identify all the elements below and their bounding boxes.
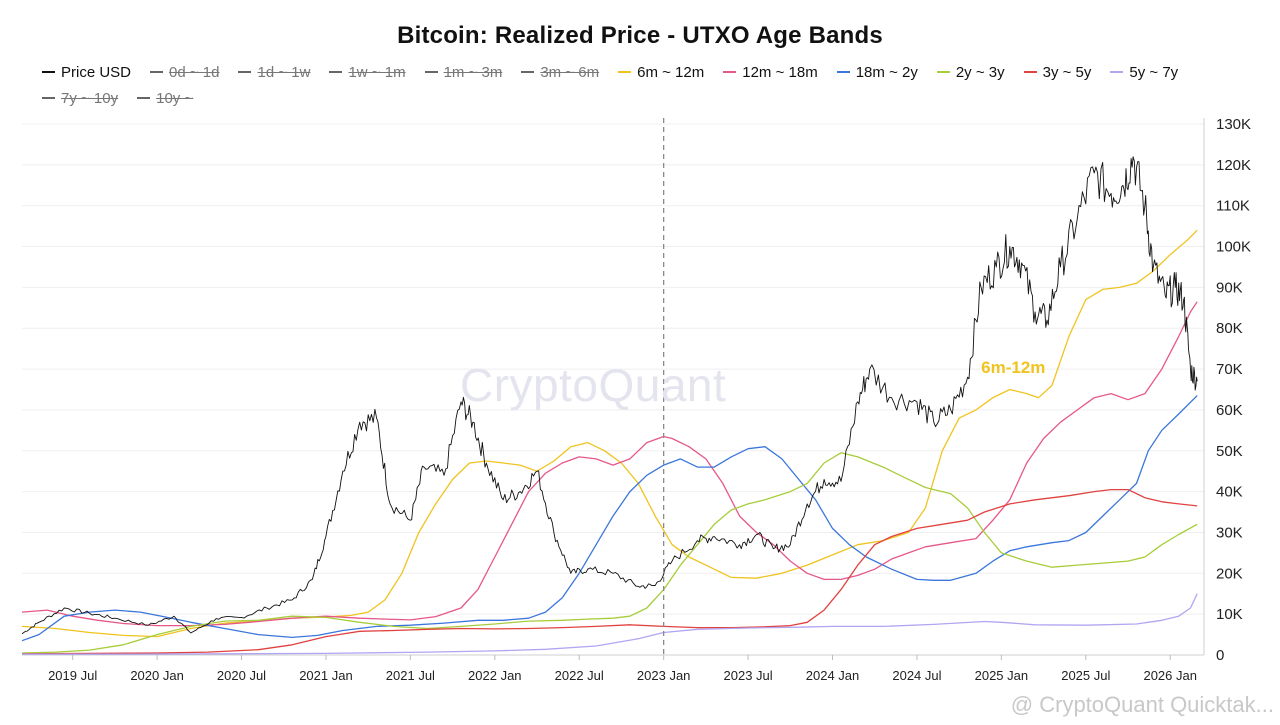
legend-swatch: [723, 71, 737, 73]
credit-text: @ CryptoQuant Quicktak...: [1010, 692, 1274, 717]
legend-item[interactable]: 7y ~ 10y: [42, 88, 118, 108]
legend-label: 7y ~ 10y: [61, 89, 119, 107]
annotation-label: 6m-12m: [981, 358, 1045, 377]
legend-item[interactable]: 1d ~ 1w: [238, 62, 310, 82]
legend-swatch: [521, 71, 535, 73]
x-tick-label: 2022 Jan: [468, 668, 522, 683]
series-lines: [21, 156, 1198, 655]
y-tick-label: 110K: [1216, 198, 1250, 215]
y-tick-label: 60K: [1216, 402, 1243, 419]
y-tick-label: 50K: [1216, 443, 1243, 460]
legend-swatch: [836, 71, 850, 73]
y-tick-label: 80K: [1216, 320, 1243, 337]
annotations: 6m-12m: [663, 118, 1045, 655]
legend-item[interactable]: 10y ~: [137, 88, 193, 108]
legend-item[interactable]: 1w ~ 1m: [329, 62, 406, 82]
legend-item[interactable]: 5y ~ 7y: [1110, 62, 1178, 82]
legend-label: 10y ~: [156, 89, 194, 107]
y-tick-label: 20K: [1216, 565, 1243, 582]
legend-label: 5y ~ 7y: [1129, 63, 1179, 81]
x-tick-label: 2022 Jul: [555, 668, 604, 683]
legend-label: 3m ~ 6m: [540, 63, 600, 81]
legend-item[interactable]: 6m ~ 12m: [618, 62, 704, 82]
y-tick-label: 120K: [1216, 157, 1251, 174]
legend-swatch: [1023, 71, 1037, 73]
y-tick-label: 130K: [1216, 116, 1251, 133]
series-line: [21, 452, 1198, 654]
legend-label: 12m ~ 18m: [742, 63, 818, 81]
series-line: [21, 395, 1198, 642]
legend-item[interactable]: 3m ~ 6m: [521, 62, 599, 82]
series-line: [21, 488, 1198, 655]
x-tick-label: 2024 Jul: [892, 668, 941, 683]
legend-swatch: [424, 71, 438, 73]
y-tick-label: 100K: [1216, 239, 1251, 256]
x-tick-label: 2024 Jan: [806, 668, 860, 683]
chart-title: Bitcoin: Realized Price - UTXO Age Bands: [397, 22, 883, 49]
legend-swatch: [150, 71, 164, 73]
legend-label: 6m ~ 12m: [637, 63, 705, 81]
series-line: [22, 593, 1198, 655]
chart-legend: Price USD 0d ~ 1d 1d ~ 1w 1w ~ 1m 1m ~ 3m 3m …: [42, 62, 1262, 108]
legend-label: 3y ~ 5y: [1042, 63, 1092, 81]
legend-swatch: [618, 71, 632, 73]
x-tick-label: 2023 Jul: [724, 668, 773, 683]
legend-swatch: [137, 97, 151, 99]
x-tick-label: 2020 Jul: [217, 668, 266, 683]
legend-item[interactable]: 3y ~ 5y: [1023, 62, 1092, 82]
series-line: [21, 229, 1198, 638]
legend-label: 18m ~ 2y: [855, 63, 918, 81]
legend-label: 1m ~ 3m: [443, 63, 503, 81]
legend-item[interactable]: 12m ~ 18m: [723, 62, 818, 82]
watermark-logo: CryptoQuant: [460, 359, 727, 411]
legend-swatch: [329, 71, 343, 73]
legend-label: 1w ~ 1m: [348, 63, 406, 81]
x-tick-label: 2025 Jul: [1061, 668, 1110, 683]
legend-label: Price USD: [61, 63, 132, 81]
y-tick-label: 90K: [1216, 279, 1243, 296]
x-tick-label: 2019 Jul: [48, 668, 97, 683]
legend-swatch: [42, 97, 55, 99]
series-line: [21, 301, 1198, 627]
x-tick-label: 2020 Jan: [130, 668, 184, 683]
legend-item[interactable]: 0d ~ 1d: [150, 62, 219, 82]
legend-swatch: [42, 71, 55, 73]
axes: 0 10K 20K 30K 40K 50K 60K 70K 80K 90K 100K 110K 120K…: [22, 116, 1251, 683]
legend-item[interactable]: 18m ~ 2y: [836, 62, 918, 82]
legend-swatch: [238, 71, 252, 73]
legend-label: 0d ~ 1d: [169, 63, 220, 81]
legend-label: 1d ~ 1w: [257, 63, 311, 81]
x-tick-label: 2026 Jan: [1143, 668, 1197, 683]
legend-item[interactable]: 1m ~ 3m: [424, 62, 503, 82]
y-tick-label: 40K: [1216, 484, 1243, 501]
x-tick-label: 2021 Jul: [386, 668, 435, 683]
legend-item[interactable]: Price USD: [42, 62, 131, 82]
legend-swatch: [936, 71, 950, 73]
x-tick-label: 2021 Jan: [299, 668, 353, 683]
series-line: [21, 156, 1198, 635]
y-tick-label: 0: [1216, 647, 1224, 664]
x-tick-label: 2025 Jan: [975, 668, 1029, 683]
y-tick-label: 10K: [1216, 606, 1243, 623]
legend-label: 2y ~ 3y: [955, 63, 1005, 81]
legend-swatch: [1110, 71, 1124, 73]
y-tick-label: 70K: [1216, 361, 1243, 378]
legend-item[interactable]: 2y ~ 3y: [936, 62, 1005, 82]
x-tick-label: 2023 Jan: [637, 668, 691, 683]
y-tick-label: 30K: [1216, 524, 1243, 541]
